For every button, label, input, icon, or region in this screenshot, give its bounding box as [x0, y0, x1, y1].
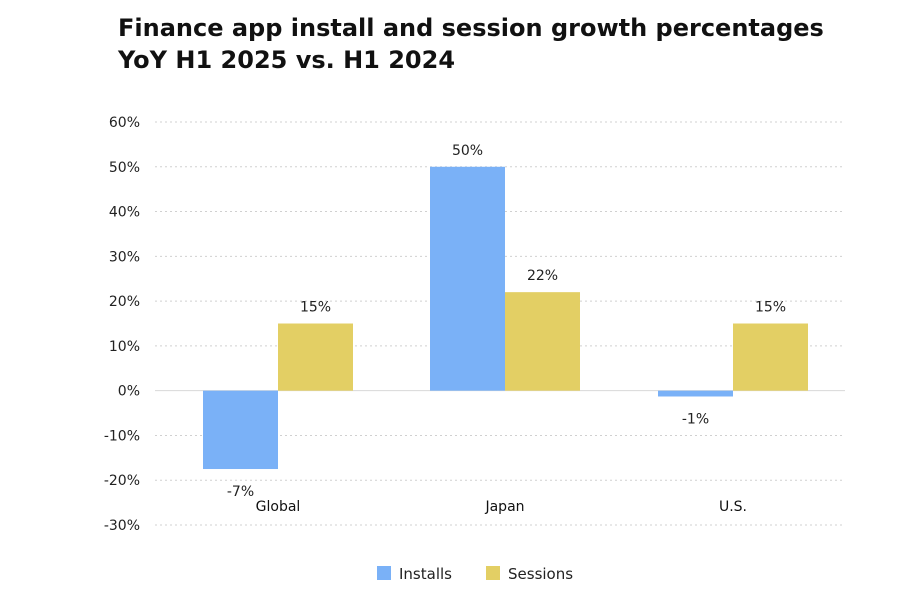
- y-tick-label: 10%: [109, 339, 140, 355]
- data-label: 15%: [300, 300, 331, 316]
- chart-title-line-1: Finance app install and session growth p…: [118, 14, 824, 42]
- data-label: 50%: [452, 143, 483, 159]
- chart-title: Finance app install and session growth p…: [118, 12, 878, 76]
- y-tick-label: 50%: [109, 160, 140, 176]
- data-label: -7%: [227, 484, 254, 500]
- data-label: 15%: [755, 300, 786, 316]
- bar-sessions-global: [278, 323, 353, 391]
- y-tick-label: 60%: [109, 115, 140, 131]
- bar-sessions-us: [733, 323, 808, 391]
- bar-sessions-japan: [505, 292, 580, 391]
- bar-installs-us: [658, 390, 733, 397]
- legend-label-sessions: Sessions: [508, 565, 573, 583]
- y-tick-label: -20%: [104, 473, 140, 489]
- category-label: Japan: [484, 499, 524, 515]
- legend-swatch-sessions: [486, 566, 500, 580]
- bar-installs-global: [203, 390, 278, 470]
- bar-installs-japan: [430, 166, 505, 391]
- chart-title-line-2: YoY H1 2025 vs. H1 2024: [118, 46, 456, 74]
- y-tick-label: 20%: [109, 294, 140, 310]
- category-label: Global: [256, 499, 301, 515]
- y-tick-label: -30%: [104, 518, 140, 534]
- legend-label-installs: Installs: [399, 565, 452, 583]
- y-tick-label: 40%: [109, 205, 140, 221]
- data-label: 22%: [527, 268, 558, 284]
- y-tick-label: 30%: [109, 249, 140, 265]
- data-label: -1%: [682, 411, 709, 427]
- category-label: U.S.: [719, 499, 747, 515]
- y-tick-label: 0%: [118, 384, 140, 400]
- legend-swatch-installs: [377, 566, 391, 580]
- y-tick-label: -10%: [104, 428, 140, 444]
